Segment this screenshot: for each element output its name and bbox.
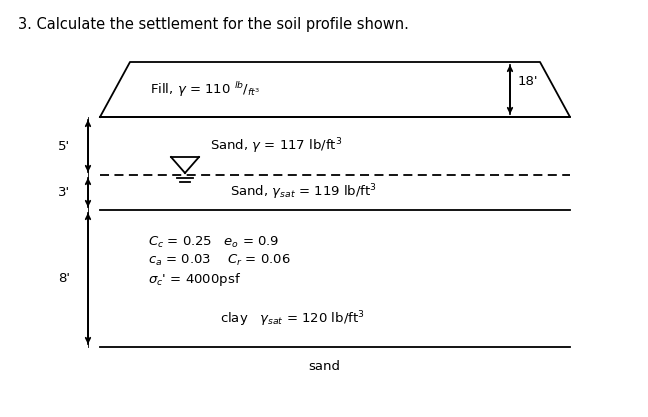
Text: sand: sand	[308, 361, 340, 374]
Text: clay   $\gamma_{sat}$ = 120 lb/ft$^3$: clay $\gamma_{sat}$ = 120 lb/ft$^3$	[220, 309, 365, 329]
Text: 8': 8'	[58, 272, 70, 285]
Text: $C_c$ = 0.25   $e_o$ = 0.9: $C_c$ = 0.25 $e_o$ = 0.9	[148, 235, 279, 250]
Text: 18': 18'	[518, 75, 538, 88]
Text: $\sigma_c$' = 4000psf: $\sigma_c$' = 4000psf	[148, 271, 241, 288]
Text: Sand, $\gamma_{sat}$ = 119 lb/ft$^3$: Sand, $\gamma_{sat}$ = 119 lb/ft$^3$	[230, 183, 376, 202]
Text: 3. Calculate the settlement for the soil profile shown.: 3. Calculate the settlement for the soil…	[18, 17, 409, 32]
Text: Sand, $\gamma$ = 117 lb/ft$^3$: Sand, $\gamma$ = 117 lb/ft$^3$	[210, 136, 342, 156]
Text: Fill, $\gamma$ = 110 $^{lb}/_{ft^3}$: Fill, $\gamma$ = 110 $^{lb}/_{ft^3}$	[150, 80, 260, 99]
Text: 5': 5'	[58, 140, 70, 153]
Text: 3': 3'	[58, 186, 70, 199]
Text: $c_a$ = 0.03    $C_r$ = 0.06: $c_a$ = 0.03 $C_r$ = 0.06	[148, 253, 291, 268]
